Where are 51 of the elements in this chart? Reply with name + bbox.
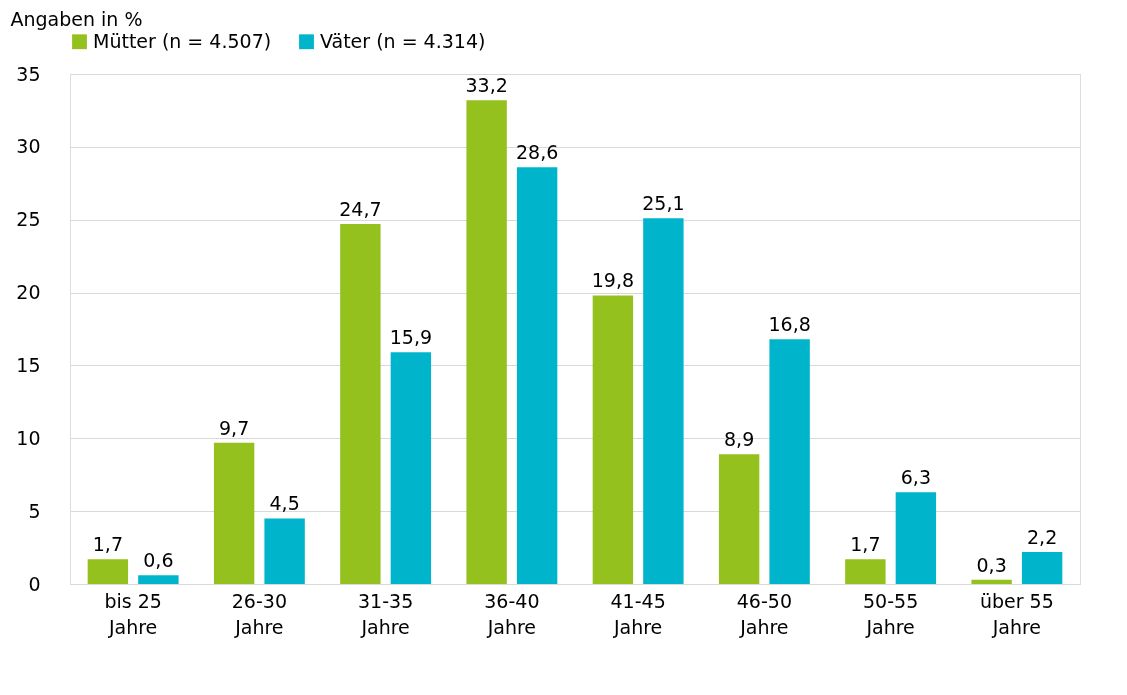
- bar: [1021, 551, 1063, 584]
- data-label: 6,3: [900, 466, 931, 489]
- data-label: 8,9: [724, 428, 755, 451]
- bar: [264, 518, 305, 584]
- x-tick-label: 41-45 Jahre: [610, 589, 666, 638]
- y-tick-label: 5: [28, 499, 41, 522]
- y-tick-label: 15: [16, 353, 41, 376]
- data-label: 16,8: [768, 313, 811, 336]
- x-tick-label: über 55 Jahre: [979, 589, 1054, 638]
- bar: [643, 218, 684, 584]
- data-label: 9,7: [219, 416, 250, 439]
- bar: [769, 339, 810, 584]
- bar: [516, 167, 558, 584]
- data-label: 15,9: [389, 326, 433, 349]
- legend-label: Väter (n = 4.314): [320, 29, 486, 52]
- x-tick-label: 26-30 Jahre: [231, 589, 287, 638]
- x-tick-label: 50-55 Jahre: [863, 589, 919, 638]
- bar: [87, 559, 129, 584]
- y-tick-label: 35: [16, 62, 41, 85]
- y-tick-label: 20: [16, 281, 41, 304]
- x-tick-label: 36-40 Jahre: [484, 589, 540, 638]
- data-label: 0,6: [143, 549, 174, 572]
- bar: [466, 100, 507, 584]
- bar: [971, 579, 1012, 584]
- x-tick-label: 31-35 Jahre: [358, 589, 414, 638]
- data-label: 0,3: [976, 553, 1007, 576]
- legend-label: Mütter (n = 4.507): [93, 29, 272, 52]
- bar: [390, 352, 432, 584]
- bar: [138, 575, 179, 584]
- bar: [340, 224, 381, 584]
- data-label: 25,1: [642, 192, 685, 215]
- x-tick-label: bis 25 Jahre: [104, 589, 162, 638]
- x-tick-label: 46-50 Jahre: [736, 589, 792, 638]
- bar: [592, 295, 634, 584]
- data-label: 33,2: [465, 74, 508, 97]
- bar: [845, 559, 886, 584]
- data-label: 28,6: [515, 141, 559, 164]
- data-label: 19,8: [591, 269, 635, 292]
- data-label: 1,7: [850, 533, 881, 556]
- bar: [895, 492, 937, 584]
- y-tick-label: 0: [28, 572, 41, 595]
- y-axis-title: Angaben in %: [10, 7, 143, 30]
- bar: [213, 442, 255, 584]
- y-tick-label: 25: [16, 208, 41, 231]
- y-tick-label: 10: [16, 426, 41, 449]
- bar: [718, 454, 760, 584]
- data-label: 4,5: [269, 492, 300, 515]
- data-label: 1,7: [92, 533, 123, 556]
- data-label: 24,7: [339, 198, 382, 221]
- y-tick-label: 30: [16, 135, 41, 158]
- data-label: 2,2: [1027, 525, 1058, 548]
